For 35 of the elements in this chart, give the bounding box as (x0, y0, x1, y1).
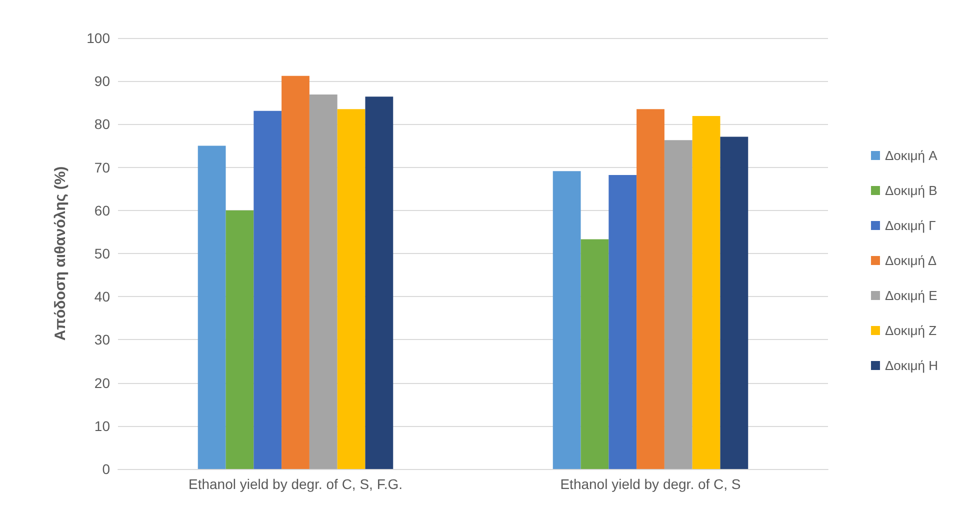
legend-label: Δοκιμή Z (884, 323, 937, 338)
y-tick-label: 80 (94, 116, 110, 132)
y-tick-label: 10 (94, 418, 110, 434)
bar (720, 136, 748, 469)
bar (226, 210, 254, 469)
legend-label: Δοκιμή B (884, 183, 938, 198)
y-tick-label: 70 (94, 159, 110, 176)
legend-label: Δοκιμή H (884, 358, 938, 373)
legend-label: Δοκιμή Γ (884, 218, 936, 233)
y-tick-label: 40 (94, 288, 110, 305)
bar (552, 171, 581, 469)
legend-label: Δοκιμή E (884, 288, 938, 303)
bar (664, 140, 692, 469)
x-tick-label: Ethanol yield by degr. of C, S (560, 476, 741, 492)
bar (608, 175, 637, 469)
bar (309, 94, 338, 469)
y-tick-label: 50 (94, 246, 110, 262)
x-tick-label: Ethanol yield by degr. of C, S, F.G. (188, 476, 402, 492)
y-tick-label: 100 (86, 30, 110, 46)
y-tick-label: 30 (94, 332, 110, 348)
y-tick-label: 0 (102, 461, 110, 477)
bar (692, 116, 720, 469)
legend-label: Δοκιμή Δ (884, 253, 937, 268)
bar (337, 109, 366, 469)
y-tick-label: 20 (94, 374, 110, 391)
bar (580, 239, 609, 469)
legend-label: Δοκιμή A (884, 148, 938, 163)
bar (282, 76, 310, 469)
y-tick-label: 90 (94, 73, 110, 90)
y-axis-title: Απόδοση αιθανόλης (%) (52, 166, 69, 341)
bar (636, 109, 664, 469)
bar (254, 110, 282, 469)
y-tick-label: 60 (94, 202, 110, 218)
bar (365, 96, 394, 469)
bar (198, 146, 226, 469)
